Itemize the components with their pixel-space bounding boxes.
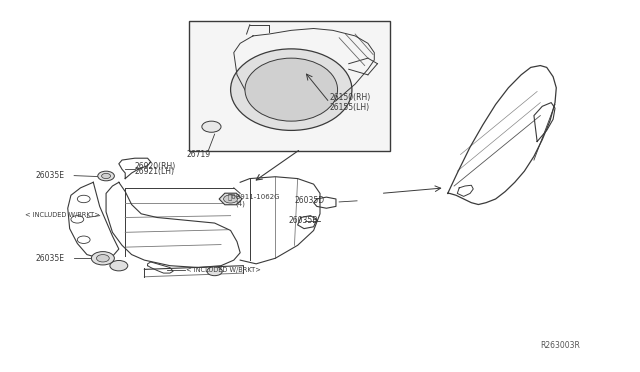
Text: < INCLUDED W/BRKT>: < INCLUDED W/BRKT> (25, 212, 100, 218)
Ellipse shape (230, 49, 352, 131)
Text: 26035B: 26035B (288, 216, 317, 225)
Circle shape (77, 195, 90, 203)
Circle shape (223, 195, 237, 203)
Circle shape (71, 216, 84, 223)
Circle shape (202, 121, 221, 132)
Circle shape (207, 267, 222, 276)
Circle shape (98, 171, 115, 181)
Text: < INCLUDED W/BRKT>: < INCLUDED W/BRKT> (186, 267, 260, 273)
Text: 26035E: 26035E (36, 171, 65, 180)
Circle shape (77, 236, 90, 243)
Circle shape (110, 260, 128, 271)
Circle shape (102, 173, 111, 179)
Text: 26150(RH)
26155(LH): 26150(RH) 26155(LH) (330, 93, 371, 112)
Text: R263003R: R263003R (540, 341, 580, 350)
Text: 26719: 26719 (187, 150, 211, 159)
Text: 26920(RH): 26920(RH) (135, 162, 176, 171)
Text: ⓝ08911-1062G: ⓝ08911-1062G (227, 193, 280, 200)
Text: 26921(LH): 26921(LH) (135, 167, 175, 176)
Circle shape (92, 251, 115, 265)
Text: (4): (4) (236, 201, 246, 207)
Text: 26035E: 26035E (36, 254, 65, 263)
Bar (189, 21, 390, 151)
Text: 26035D: 26035D (294, 196, 324, 205)
Circle shape (97, 254, 109, 262)
Ellipse shape (245, 58, 337, 121)
